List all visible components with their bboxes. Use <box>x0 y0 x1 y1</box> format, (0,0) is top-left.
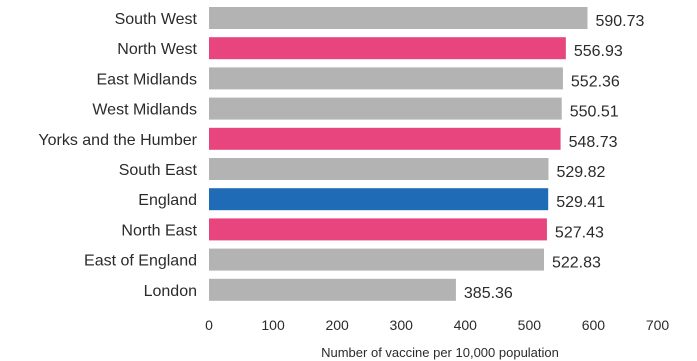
x-tick-label-300: 300 <box>390 317 414 333</box>
value-label-east-midlands: 552.36 <box>571 73 620 90</box>
category-label-south-east: South East <box>119 162 198 179</box>
bar-london <box>209 278 456 301</box>
bar-south-east <box>209 158 549 180</box>
x-axis-ticks: 0 100 200 300 400 500 600 700 <box>205 317 669 333</box>
category-label-north-east: North East <box>121 222 197 239</box>
value-labels: 590.73 556.93 552.36 550.51 548.73 529.82 529.… <box>464 13 645 302</box>
value-label-yorks-and-the-humber: 548.73 <box>569 134 618 151</box>
category-label-north-west: North West <box>117 41 197 58</box>
x-tick-label-600: 600 <box>582 317 606 333</box>
x-tick-label-0: 0 <box>205 317 213 333</box>
bar-west-midlands <box>209 97 562 120</box>
value-label-london: 385.36 <box>464 285 513 302</box>
x-tick-label-200: 200 <box>325 317 349 333</box>
value-label-east-of-england: 522.83 <box>552 255 601 272</box>
x-tick-label-400: 400 <box>454 317 478 333</box>
value-label-england: 529.41 <box>556 194 605 211</box>
category-label-yorks-and-the-humber: Yorks and the Humber <box>38 132 197 149</box>
x-tick-label-500: 500 <box>518 317 542 333</box>
bar-east-midlands <box>209 67 563 90</box>
category-label-west-midlands: West Midlands <box>92 102 197 119</box>
bar-north-east <box>209 218 547 241</box>
bar-north-west <box>209 37 566 60</box>
bar-east-of-england <box>209 248 544 271</box>
category-labels: South West North West East Midlands West Mi… <box>38 11 197 300</box>
category-label-south-west: South West <box>115 11 198 28</box>
bar-england <box>209 188 549 211</box>
value-label-north-west: 556.93 <box>574 43 623 60</box>
value-label-west-midlands: 550.51 <box>570 104 619 121</box>
value-label-north-east: 527.43 <box>555 224 604 241</box>
value-label-south-east: 529.82 <box>556 164 605 181</box>
x-tick-label-100: 100 <box>261 317 285 333</box>
category-label-london: London <box>144 283 197 300</box>
x-axis-title: Number of vaccine per 10,000 population <box>321 345 559 360</box>
bar-yorks-and-the-humber <box>209 127 561 150</box>
bar-south-west <box>209 7 588 29</box>
bars-group <box>209 7 588 301</box>
category-label-england: England <box>138 192 197 209</box>
category-label-east-of-england: East of England <box>84 253 197 270</box>
value-label-south-west: 590.73 <box>595 13 644 30</box>
x-tick-label-700: 700 <box>646 317 670 333</box>
category-label-east-midlands: East Midlands <box>97 71 198 88</box>
